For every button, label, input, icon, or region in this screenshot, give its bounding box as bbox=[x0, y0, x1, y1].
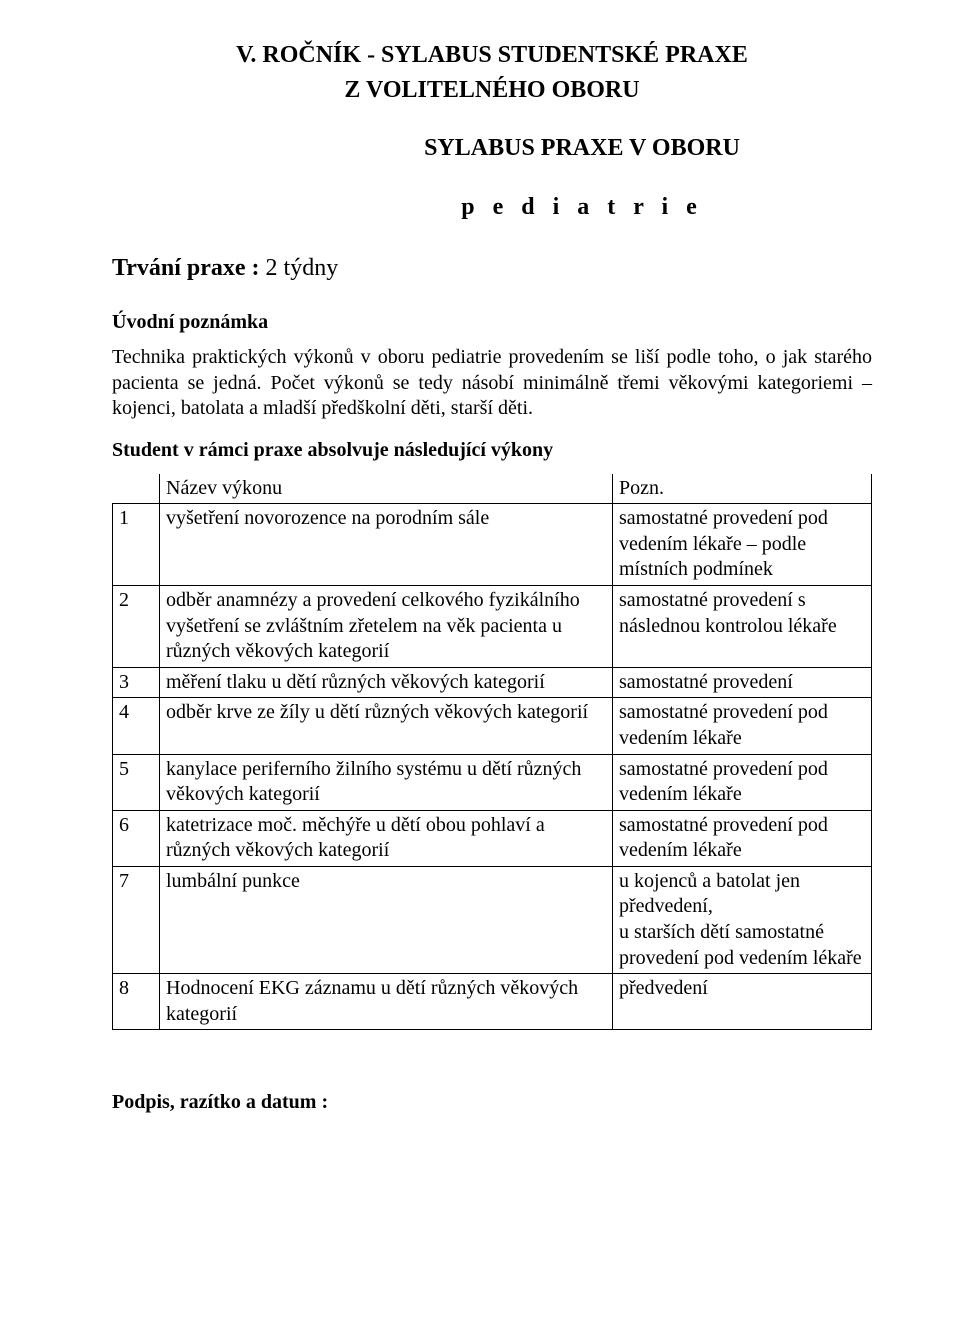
row-num: 8 bbox=[113, 974, 160, 1030]
row-num: 6 bbox=[113, 810, 160, 866]
row-num: 1 bbox=[113, 504, 160, 586]
row-num: 5 bbox=[113, 754, 160, 810]
table-row: 3 měření tlaku u dětí různých věkových k… bbox=[113, 667, 872, 698]
table-row: 2 odběr anamnézy a provedení celkového f… bbox=[113, 585, 872, 667]
row-note: samostatné provedení pod vedením lékaře bbox=[613, 810, 872, 866]
doc-title-line2: Z VOLITELNÉHO OBORU bbox=[112, 75, 872, 106]
table-row: 1 vyšetření novorozence na porodním sále… bbox=[113, 504, 872, 586]
table-row: 7 lumbální punkce u kojenců a batolat je… bbox=[113, 866, 872, 973]
row-note: samostatné provedení bbox=[613, 667, 872, 698]
table-row: 8 Hodnocení EKG záznamu u dětí různých v… bbox=[113, 974, 872, 1030]
row-num: 4 bbox=[113, 698, 160, 754]
subtitle-line2: p e d i a t r i e bbox=[112, 192, 872, 223]
table-heading: Student v rámci praxe absolvuje následuj… bbox=[112, 438, 872, 464]
row-num: 7 bbox=[113, 866, 160, 973]
table-row: 4 odběr krve ze žíly u dětí různých věko… bbox=[113, 698, 872, 754]
row-note: samostatné provedení pod vedením lékaře … bbox=[613, 504, 872, 586]
row-name: Hodnocení EKG záznamu u dětí různých věk… bbox=[160, 974, 613, 1030]
row-note: u kojenců a batolat jen předvedení, u st… bbox=[613, 866, 872, 973]
duration-label: Trvání praxe : bbox=[112, 255, 260, 281]
header-empty bbox=[113, 474, 160, 504]
table-header-row: Název výkonu Pozn. bbox=[113, 474, 872, 504]
row-name: lumbální punkce bbox=[160, 866, 613, 973]
header-name: Název výkonu bbox=[160, 474, 613, 504]
row-num: 2 bbox=[113, 585, 160, 667]
table-row: 6 katetrizace moč. měchýře u dětí obou p… bbox=[113, 810, 872, 866]
procedures-table: Název výkonu Pozn. 1 vyšetření novorozen… bbox=[112, 474, 872, 1031]
footer-signature: Podpis, razítko a datum : bbox=[112, 1090, 872, 1116]
intro-text: Technika praktických výkonů v oboru pedi… bbox=[112, 345, 872, 422]
subtitle-line1: SYLABUS PRAXE V OBORU bbox=[112, 133, 872, 164]
row-name: vyšetření novorozence na porodním sále bbox=[160, 504, 613, 586]
duration-line: Trvání praxe : 2 týdny bbox=[112, 253, 872, 284]
duration-value: 2 týdny bbox=[260, 255, 339, 281]
row-note: samostatné provedení pod vedením lékaře bbox=[613, 754, 872, 810]
row-name: měření tlaku u dětí různých věkových kat… bbox=[160, 667, 613, 698]
doc-title-line1: V. ROČNÍK - SYLABUS STUDENTSKÉ PRAXE bbox=[112, 40, 872, 71]
table-row: 5 kanylace periferního žilního systému u… bbox=[113, 754, 872, 810]
row-note: předvedení bbox=[613, 974, 872, 1030]
row-name: kanylace periferního žilního systému u d… bbox=[160, 754, 613, 810]
row-name: katetrizace moč. měchýře u dětí obou poh… bbox=[160, 810, 613, 866]
intro-heading: Úvodní poznámka bbox=[112, 310, 872, 336]
row-num: 3 bbox=[113, 667, 160, 698]
row-name: odběr anamnézy a provedení celkového fyz… bbox=[160, 585, 613, 667]
header-note: Pozn. bbox=[613, 474, 872, 504]
row-note: samostatné provedení pod vedením lékaře bbox=[613, 698, 872, 754]
row-name: odběr krve ze žíly u dětí různých věkový… bbox=[160, 698, 613, 754]
row-note: samostatné provedení s následnou kontrol… bbox=[613, 585, 872, 667]
